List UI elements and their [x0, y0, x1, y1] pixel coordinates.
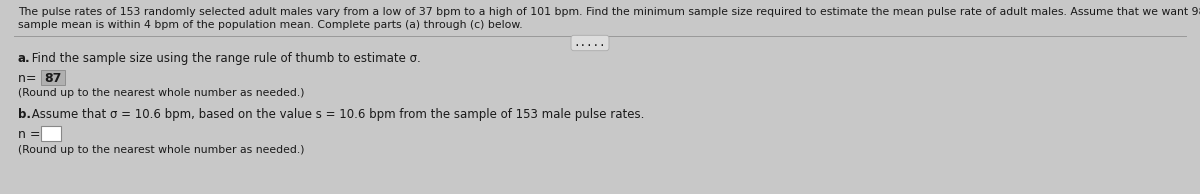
Text: a.: a.	[18, 52, 31, 65]
Text: Assume that σ = 10.6 bpm, based on the value s = 10.6 bpm from the sample of 153: Assume that σ = 10.6 bpm, based on the v…	[28, 108, 644, 121]
Text: b.: b.	[18, 108, 31, 121]
Text: .....: .....	[574, 38, 606, 48]
Text: sample mean is within 4 bpm of the population mean. Complete parts (a) through (: sample mean is within 4 bpm of the popul…	[18, 20, 523, 30]
Text: The pulse rates of 153 randomly selected adult males vary from a low of 37 bpm t: The pulse rates of 153 randomly selected…	[18, 7, 1200, 17]
Text: 87: 87	[44, 72, 61, 85]
Text: n =: n =	[18, 128, 41, 141]
Text: (Round up to the nearest whole number as needed.): (Round up to the nearest whole number as…	[18, 145, 305, 155]
FancyBboxPatch shape	[41, 70, 65, 85]
Text: n=: n=	[18, 72, 41, 85]
Text: Find the sample size using the range rule of thumb to estimate σ.: Find the sample size using the range rul…	[28, 52, 421, 65]
Text: (Round up to the nearest whole number as needed.): (Round up to the nearest whole number as…	[18, 88, 305, 98]
FancyBboxPatch shape	[41, 126, 61, 141]
